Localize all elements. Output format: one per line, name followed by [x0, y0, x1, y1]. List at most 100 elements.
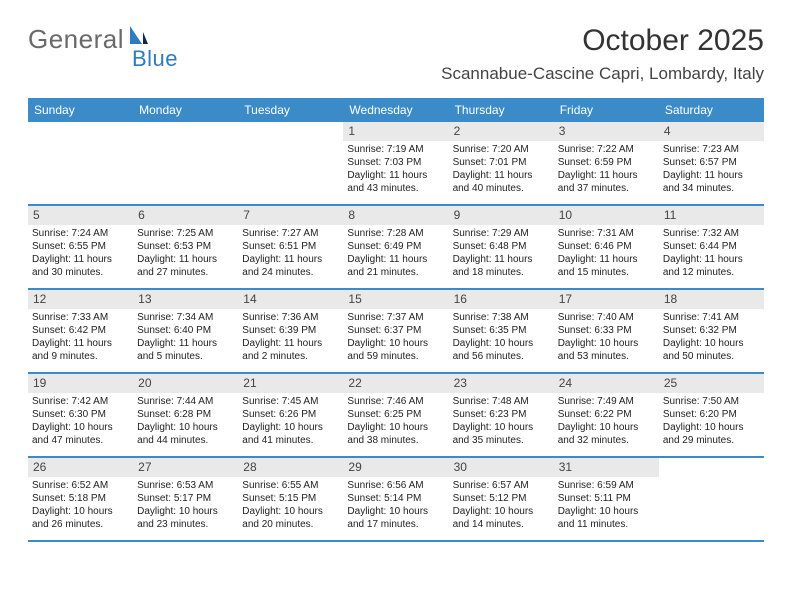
sunrise-text: Sunrise: 7:27 AM — [242, 228, 339, 241]
day-cell: 26 Sunrise: 6:52 AMSunset: 5:18 PMDayligh… — [28, 458, 133, 540]
day-header-row: SundayMondayTuesdayWednesdayThursdayFrid… — [28, 98, 764, 122]
day-cell: 23Sunrise: 7:48 AMSunset: 6:23 PMDayligh… — [449, 374, 554, 456]
day-cell: 21Sunrise: 7:45 AMSunset: 6:26 PMDayligh… — [238, 374, 343, 456]
week-row: 26Sunrise: 6:52 AMSunset: 5:18 PMDayligh… — [28, 458, 764, 542]
sunrise-text: Sunrise: 6:55 AM — [242, 480, 339, 493]
day-number: 21 — [238, 374, 343, 393]
sunrise-text: Sunrise: 7:28 AM — [347, 228, 444, 241]
day-cell: 15Sunrise: 7:37 AMSunset: 6:37 PMDayligh… — [343, 290, 448, 372]
daylight-text: Daylight: 11 hours and 24 minutes. — [242, 254, 339, 280]
day-number: 4 — [659, 122, 764, 141]
sunset-text: Sunset: 5:17 PM — [137, 493, 234, 506]
sunset-text: Sunset: 6:28 PM — [137, 409, 234, 422]
day-cell: 22Sunrise: 7:46 AMSunset: 6:25 PMDayligh… — [343, 374, 448, 456]
day-cell: 27Sunrise: 6:53 AMSunset: 5:17 PMDayligh… — [133, 458, 238, 540]
sunrise-text: Sunrise: 7:19 AM — [347, 144, 444, 157]
daylight-text: Daylight: 11 hours and 9 minutes. — [32, 338, 129, 364]
sunset-text: Sunset: 6:32 PM — [663, 325, 760, 338]
day-number: 11 — [659, 206, 764, 225]
day-number: 15 — [343, 290, 448, 309]
logo-text-general: General — [28, 24, 124, 55]
sunrise-text: Sunrise: 7:23 AM — [663, 144, 760, 157]
sunrise-text: Sunrise: 6:56 AM — [347, 480, 444, 493]
calendar: SundayMondayTuesdayWednesdayThursdayFrid… — [28, 98, 764, 542]
daylight-text: Daylight: 10 hours and 26 minutes. — [32, 506, 129, 532]
sunrise-text: Sunrise: 7:25 AM — [137, 228, 234, 241]
sunrise-text: Sunrise: 6:52 AM — [32, 480, 129, 493]
daylight-text: Daylight: 10 hours and 47 minutes. — [32, 422, 129, 448]
sunset-text: Sunset: 6:26 PM — [242, 409, 339, 422]
day-number: 22 — [343, 374, 448, 393]
sunrise-text: Sunrise: 6:59 AM — [558, 480, 655, 493]
day-number: 5 — [28, 206, 133, 225]
sunset-text: Sunset: 5:11 PM — [558, 493, 655, 506]
day-number: 30 — [449, 458, 554, 477]
day-number: 9 — [449, 206, 554, 225]
day-cell: 17Sunrise: 7:40 AMSunset: 6:33 PMDayligh… — [554, 290, 659, 372]
day-number: 10 — [554, 206, 659, 225]
sunrise-text: Sunrise: 7:42 AM — [32, 396, 129, 409]
daylight-text: Daylight: 11 hours and 37 minutes. — [558, 170, 655, 196]
day-cell: 18Sunrise: 7:41 AMSunset: 6:32 PMDayligh… — [659, 290, 764, 372]
day-cell: 16Sunrise: 7:38 AMSunset: 6:35 PMDayligh… — [449, 290, 554, 372]
day-cell: 6Sunrise: 7:25 AMSunset: 6:53 PMDaylight… — [133, 206, 238, 288]
day-cell: 7Sunrise: 7:27 AMSunset: 6:51 PMDaylight… — [238, 206, 343, 288]
sunrise-text: Sunrise: 7:32 AM — [663, 228, 760, 241]
daylight-text: Daylight: 10 hours and 29 minutes. — [663, 422, 760, 448]
sunrise-text: Sunrise: 7:49 AM — [558, 396, 655, 409]
daylight-text: Daylight: 11 hours and 40 minutes. — [453, 170, 550, 196]
sunset-text: Sunset: 6:20 PM — [663, 409, 760, 422]
daylight-text: Daylight: 10 hours and 44 minutes. — [137, 422, 234, 448]
day-cell: . — [133, 122, 238, 204]
daylight-text: Daylight: 11 hours and 34 minutes. — [663, 170, 760, 196]
daylight-text: Daylight: 10 hours and 17 minutes. — [347, 506, 444, 532]
day-number: 31 — [554, 458, 659, 477]
day-cell: 19Sunrise: 7:42 AMSunset: 6:30 PMDayligh… — [28, 374, 133, 456]
sunset-text: Sunset: 6:46 PM — [558, 241, 655, 254]
day-number: 29 — [343, 458, 448, 477]
day-number: 23 — [449, 374, 554, 393]
day-number: 2 — [449, 122, 554, 141]
day-cell: 20Sunrise: 7:44 AMSunset: 6:28 PMDayligh… — [133, 374, 238, 456]
day-header-cell: Saturday — [659, 98, 764, 122]
sunset-text: Sunset: 6:25 PM — [347, 409, 444, 422]
day-cell: 2Sunrise: 7:20 AMSunset: 7:01 PMDaylight… — [449, 122, 554, 204]
sunset-text: Sunset: 6:57 PM — [663, 157, 760, 170]
day-number: 12 — [28, 290, 133, 309]
day-cell: 11Sunrise: 7:32 AMSunset: 6:44 PMDayligh… — [659, 206, 764, 288]
sunrise-text: Sunrise: 6:57 AM — [453, 480, 550, 493]
daylight-text: Daylight: 10 hours and 56 minutes. — [453, 338, 550, 364]
sunrise-text: Sunrise: 7:37 AM — [347, 312, 444, 325]
sunrise-text: Sunrise: 7:33 AM — [32, 312, 129, 325]
daylight-text: Daylight: 11 hours and 21 minutes. — [347, 254, 444, 280]
daylight-text: Daylight: 10 hours and 20 minutes. — [242, 506, 339, 532]
day-number: 25 — [659, 374, 764, 393]
sunset-text: Sunset: 6:30 PM — [32, 409, 129, 422]
header: General Blue October 2025 Scannabue-Casc… — [28, 24, 764, 84]
day-number: 17 — [554, 290, 659, 309]
day-header-cell: Wednesday — [343, 98, 448, 122]
day-header-cell: Sunday — [28, 98, 133, 122]
day-header-cell: Thursday — [449, 98, 554, 122]
sunset-text: Sunset: 5:14 PM — [347, 493, 444, 506]
day-cell: 5Sunrise: 7:24 AMSunset: 6:55 PMDaylight… — [28, 206, 133, 288]
daylight-text: Daylight: 11 hours and 18 minutes. — [453, 254, 550, 280]
sunset-text: Sunset: 6:37 PM — [347, 325, 444, 338]
daylight-text: Daylight: 10 hours and 14 minutes. — [453, 506, 550, 532]
sunset-text: Sunset: 6:42 PM — [32, 325, 129, 338]
sunset-text: Sunset: 5:18 PM — [32, 493, 129, 506]
daylight-text: Daylight: 11 hours and 12 minutes. — [663, 254, 760, 280]
sunset-text: Sunset: 5:12 PM — [453, 493, 550, 506]
sunset-text: Sunset: 6:33 PM — [558, 325, 655, 338]
day-number: 26 — [28, 458, 133, 477]
week-row: ...1Sunrise: 7:19 AMSunset: 7:03 PMDayli… — [28, 122, 764, 206]
sunrise-text: Sunrise: 7:34 AM — [137, 312, 234, 325]
day-number: 6 — [133, 206, 238, 225]
day-number: 7 — [238, 206, 343, 225]
day-cell: 9Sunrise: 7:29 AMSunset: 6:48 PMDaylight… — [449, 206, 554, 288]
day-cell: 25Sunrise: 7:50 AMSunset: 6:20 PMDayligh… — [659, 374, 764, 456]
day-cell: . — [659, 458, 764, 540]
sunrise-text: Sunrise: 7:44 AM — [137, 396, 234, 409]
sunset-text: Sunset: 6:23 PM — [453, 409, 550, 422]
day-cell: 31Sunrise: 6:59 AMSunset: 5:11 PMDayligh… — [554, 458, 659, 540]
